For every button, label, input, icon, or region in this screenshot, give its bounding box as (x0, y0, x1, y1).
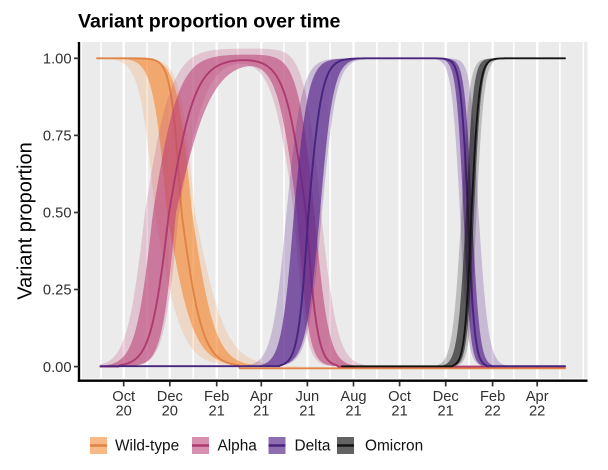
svg-text:Omicron: Omicron (365, 438, 423, 455)
svg-text:Variant proportion over time: Variant proportion over time (78, 11, 340, 33)
svg-text:22: 22 (529, 404, 545, 420)
svg-text:22: 22 (484, 404, 500, 420)
svg-text:Variant proportion: Variant proportion (15, 142, 37, 300)
svg-text:Apr: Apr (526, 389, 549, 405)
svg-text:20: 20 (162, 404, 178, 420)
svg-text:Apr: Apr (250, 389, 273, 405)
svg-text:Dec: Dec (433, 389, 459, 405)
svg-text:21: 21 (391, 404, 407, 420)
svg-text:0.00: 0.00 (43, 360, 72, 376)
svg-text:0.25: 0.25 (43, 283, 72, 299)
svg-text:Dec: Dec (157, 389, 183, 405)
svg-text:Wild-type: Wild-type (115, 438, 179, 455)
svg-text:Aug: Aug (340, 389, 366, 405)
svg-text:21: 21 (345, 404, 361, 420)
svg-text:21: 21 (438, 404, 454, 420)
svg-text:0.50: 0.50 (43, 206, 72, 222)
svg-text:1.00: 1.00 (43, 52, 72, 68)
svg-text:0.75: 0.75 (43, 129, 72, 145)
svg-text:21: 21 (209, 404, 225, 420)
svg-text:Feb: Feb (204, 389, 229, 405)
svg-text:Alpha: Alpha (218, 438, 258, 455)
svg-text:21: 21 (299, 404, 315, 420)
svg-text:Oct: Oct (388, 389, 411, 405)
svg-text:Feb: Feb (480, 389, 505, 405)
svg-text:21: 21 (253, 404, 269, 420)
svg-text:Delta: Delta (295, 438, 331, 455)
svg-text:Jun: Jun (296, 389, 320, 405)
svg-text:Oct: Oct (112, 389, 135, 405)
svg-text:20: 20 (116, 404, 132, 420)
